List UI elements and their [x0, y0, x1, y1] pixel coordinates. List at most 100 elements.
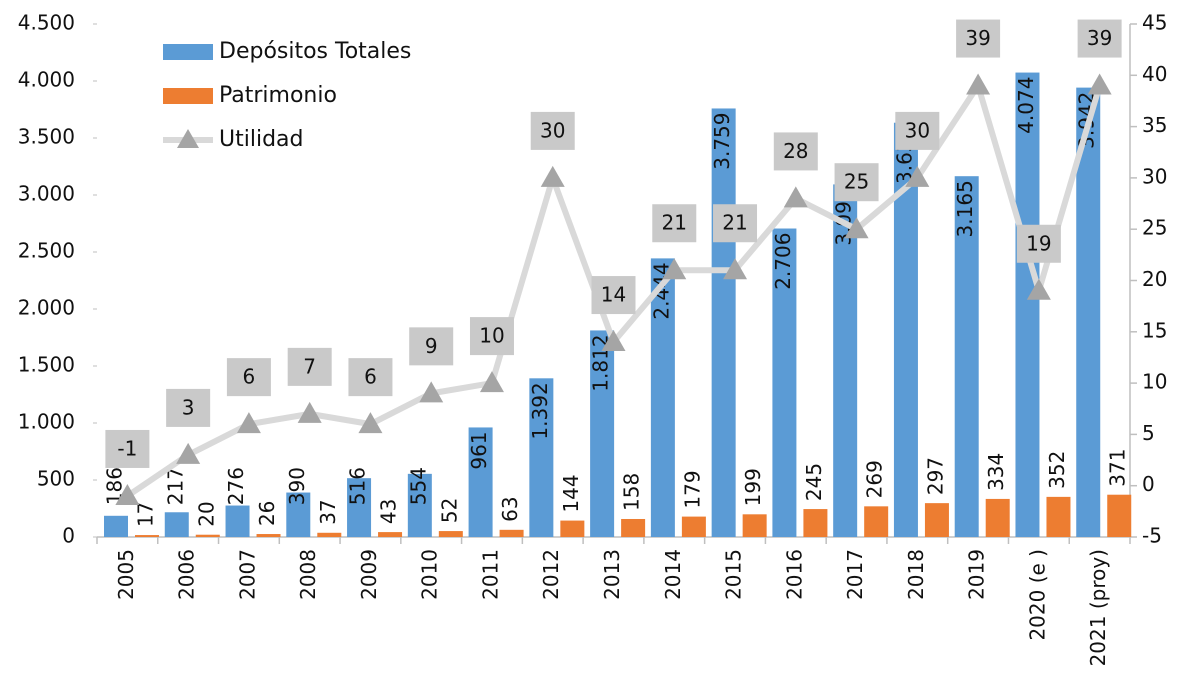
- data-label: 17: [134, 502, 158, 527]
- legend-label: Patrimonio: [219, 83, 337, 108]
- data-label: 63: [498, 496, 522, 521]
- legend-swatch: [163, 44, 213, 60]
- label-box: [226, 358, 271, 397]
- y-tick-label: 2.000: [18, 296, 75, 320]
- x-tick-label: 2018: [904, 549, 928, 600]
- label-box: [956, 19, 1001, 58]
- data-label: 516: [346, 467, 370, 505]
- bar: [225, 505, 250, 537]
- data-label: 554: [406, 467, 430, 505]
- x-tick-label: 2020 (e ): [1025, 549, 1049, 641]
- data-label: 28: [783, 139, 808, 163]
- bar: [135, 535, 159, 537]
- x-tick-label: 2015: [722, 549, 746, 600]
- label-box: [773, 132, 818, 171]
- bar: [621, 518, 646, 537]
- marker: [662, 258, 687, 280]
- bar: [104, 515, 128, 537]
- bar: [985, 498, 1010, 537]
- bar: [1076, 87, 1101, 537]
- data-label: 144: [559, 474, 583, 512]
- marker: [419, 381, 444, 403]
- bar: [468, 427, 493, 537]
- data-label: 3.759: [710, 112, 734, 169]
- bar: [864, 506, 889, 537]
- y2-tick-label: 20: [1142, 267, 1167, 291]
- y-tick-label: 2.500: [18, 239, 75, 263]
- data-label: 43: [377, 499, 401, 524]
- data-label: 10: [479, 324, 504, 348]
- bar: [438, 531, 463, 537]
- label-box: [287, 347, 332, 386]
- y2-tick-label: 10: [1142, 370, 1167, 394]
- data-label: 1.392: [528, 382, 552, 439]
- data-label: 179: [680, 470, 704, 508]
- data-label: 9: [425, 334, 438, 358]
- data-label: 3.165: [953, 180, 977, 237]
- y-tick-label: 4.000: [18, 68, 75, 92]
- bar: [924, 503, 949, 537]
- bar: [407, 473, 432, 537]
- bar: [954, 176, 979, 537]
- y2-tick-label: 45: [1142, 11, 1167, 35]
- label-box: [834, 163, 879, 202]
- x-tick-label: 2013: [600, 549, 624, 600]
- bar: [1046, 496, 1071, 537]
- label-box: [409, 327, 454, 366]
- bar: [711, 108, 736, 537]
- data-label: 245: [802, 463, 826, 501]
- bar: [256, 534, 281, 537]
- bar: [650, 258, 675, 537]
- label-box: [1077, 19, 1122, 58]
- bar: [195, 534, 220, 537]
- bar: [1107, 494, 1132, 537]
- marker: [479, 371, 504, 393]
- bar: [833, 184, 858, 537]
- bar: [499, 529, 524, 537]
- y-tick-label: 3.500: [18, 125, 75, 149]
- data-label: 6: [364, 365, 377, 389]
- x-tick-label: 2011: [478, 549, 502, 600]
- data-label: 21: [662, 211, 687, 235]
- data-label: 30: [540, 118, 565, 142]
- data-label: 7: [303, 354, 316, 378]
- y-tick-label: 3.000: [18, 182, 75, 206]
- data-label: 2.706: [771, 233, 795, 290]
- data-label: 269: [863, 460, 887, 498]
- data-label: 276: [224, 467, 248, 505]
- marker: [1087, 73, 1112, 95]
- data-label: 30: [905, 118, 930, 142]
- bar: [590, 330, 615, 537]
- y2-tick-label: 30: [1142, 164, 1167, 188]
- legend-label: Utilidad: [219, 127, 303, 152]
- marker: [905, 165, 930, 187]
- x-tick-label: 2007: [235, 549, 259, 600]
- bar: [742, 514, 767, 537]
- marker: [236, 412, 261, 434]
- data-label: 3: [182, 395, 195, 419]
- data-label: 37: [316, 499, 340, 524]
- y2-tick-label: 5: [1142, 421, 1155, 445]
- marker: [601, 330, 626, 352]
- x-tick-label: 2008: [296, 549, 320, 600]
- data-label: 26: [255, 501, 279, 526]
- marker: [844, 217, 869, 239]
- x-tick-label: 2017: [843, 549, 867, 600]
- y-tick-label: 500: [37, 467, 75, 491]
- data-label: 297: [923, 457, 947, 495]
- data-label: 961: [467, 431, 491, 469]
- data-label: 21: [722, 211, 747, 235]
- data-label: 352: [1045, 451, 1069, 489]
- y2-tick-label: 15: [1142, 318, 1167, 342]
- x-tick-label: 2019: [965, 549, 989, 600]
- bar: [772, 228, 797, 538]
- data-label: 19: [1026, 231, 1051, 255]
- data-label: 39: [1087, 26, 1112, 50]
- x-tick-label: 2006: [175, 549, 199, 600]
- data-label: -1: [117, 436, 137, 460]
- bar: [347, 478, 372, 537]
- legend-label: Depósitos Totales: [219, 39, 411, 64]
- y-tick-label: 0: [62, 524, 75, 548]
- x-tick-label: 2009: [357, 549, 381, 600]
